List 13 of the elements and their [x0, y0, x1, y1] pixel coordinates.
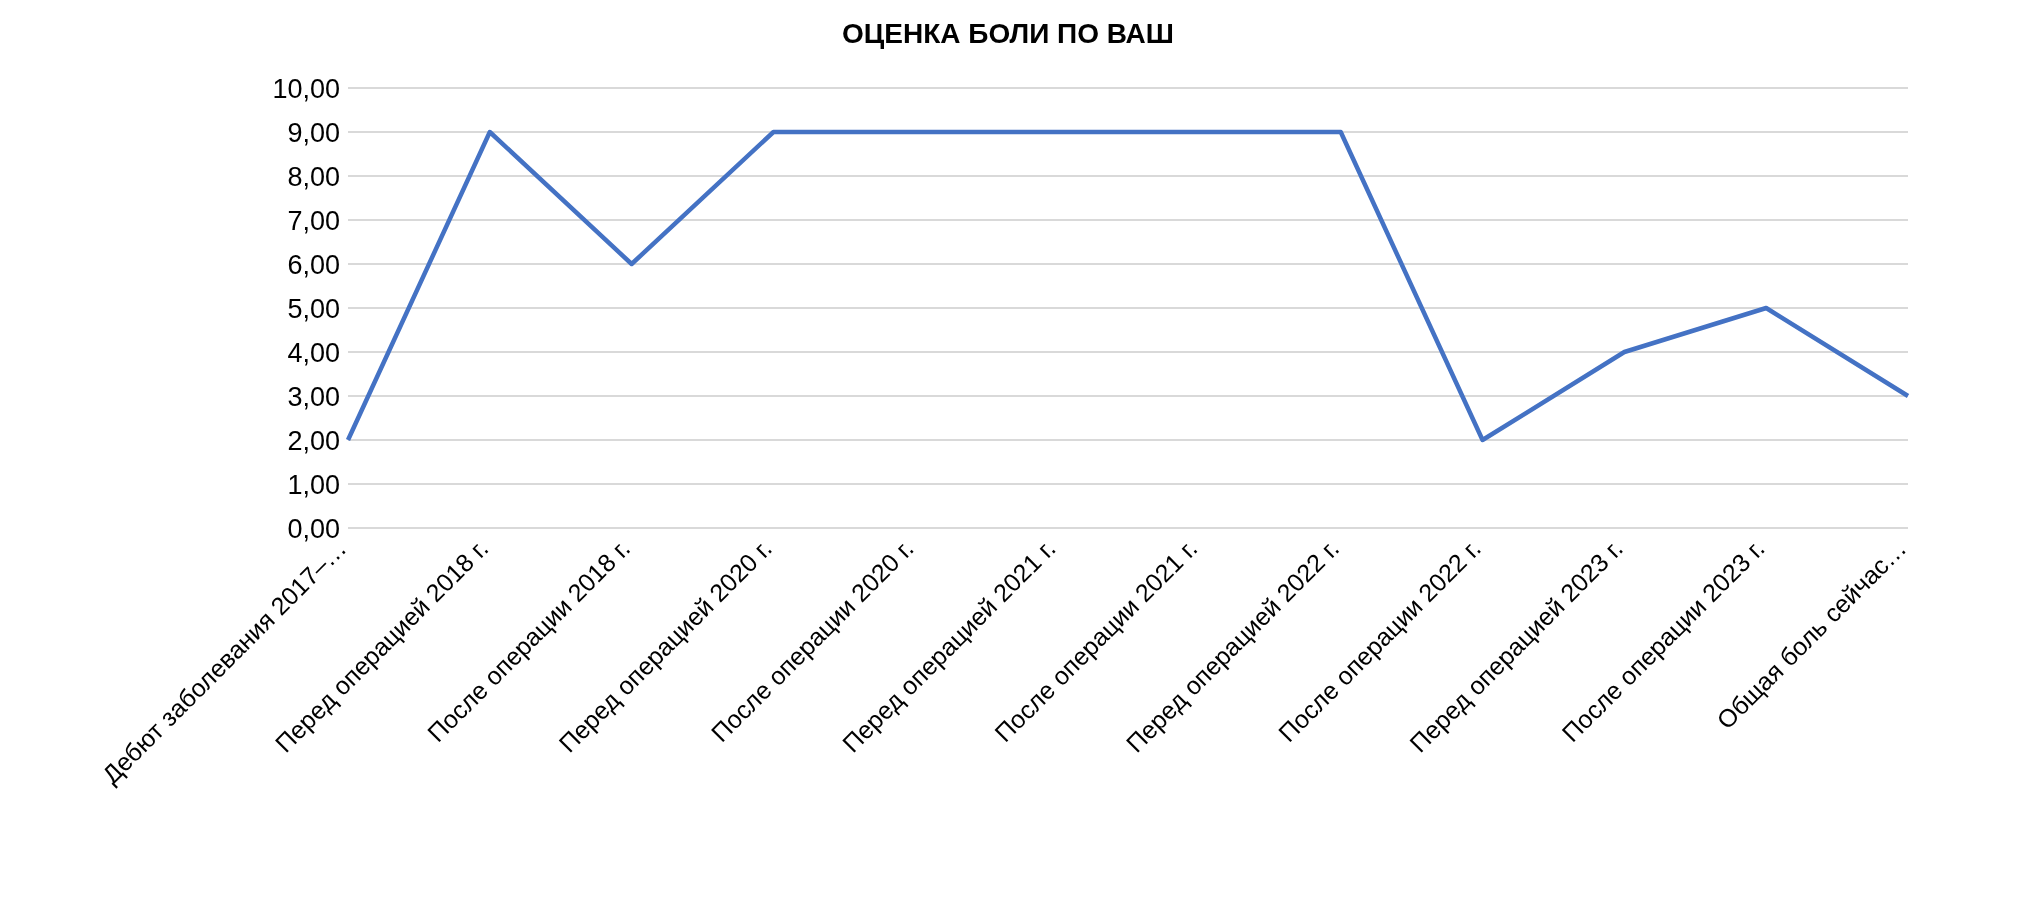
chart-title: ОЦЕНКА БОЛИ ПО ВАШ [841, 18, 1175, 51]
y-tick-label: 1,00 [287, 469, 340, 500]
y-tick-label: 3,00 [287, 381, 340, 412]
y-tick-label: 2,00 [287, 425, 340, 456]
y-tick-label: 4,00 [287, 337, 340, 368]
y-tick-label: 6,00 [287, 249, 340, 280]
y-tick-label: 0,00 [287, 513, 340, 544]
y-tick-label: 7,00 [287, 205, 340, 236]
y-tick-label: 10,00 [272, 73, 340, 104]
y-tick-label: 5,00 [287, 293, 340, 324]
line-series [345, 129, 1911, 443]
y-tick-label: 9,00 [287, 117, 340, 148]
y-tick-label: 8,00 [287, 161, 340, 192]
